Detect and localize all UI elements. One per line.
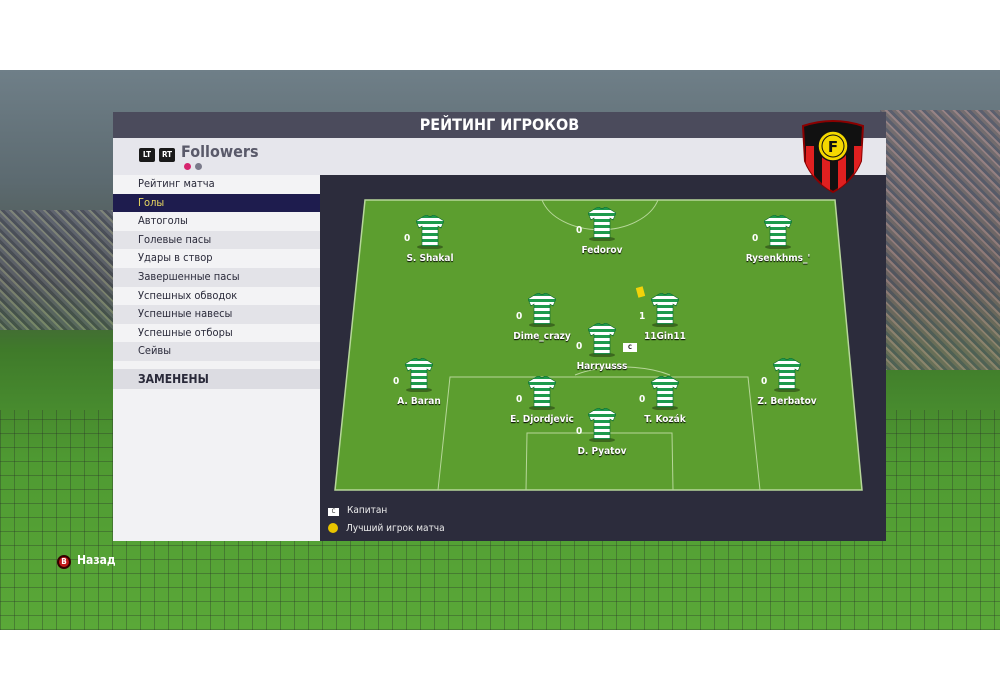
player-name: S. Shakal [406, 253, 454, 264]
player-ratings-panel: РЕЙТИНГ ИГРОКОВ LT RT Followers Рейтинг … [113, 112, 886, 541]
jersey-icon [587, 407, 617, 445]
stat-category-list: Рейтинг матча Голы Автоголы Голевые пасы Уда… [113, 175, 320, 541]
player-goals: 0 [639, 394, 646, 405]
player-goals: 0 [516, 394, 523, 405]
player-name: Z. Berbatov [757, 396, 817, 407]
player-name: Dime_crazy [513, 331, 571, 342]
jersey-icon [527, 375, 557, 413]
legend-motm: Лучший игрок матча [328, 523, 445, 534]
stat-category-item[interactable]: Завершенные пасы [113, 267, 320, 287]
team-header: LT RT Followers [113, 138, 886, 175]
player-name: A. Baran [397, 396, 441, 407]
player-name: Harryusss [576, 361, 628, 372]
panel-title: РЕЙТИНГ ИГРОКОВ [113, 112, 886, 138]
legend-captain: C Капитан [328, 505, 387, 516]
player-name: Rysenkhms_' [745, 253, 811, 264]
jersey-icon [587, 206, 617, 244]
captain-badge-icon: C [623, 343, 637, 352]
player-name: D. Pyatov [577, 446, 627, 457]
player-goals: 0 [576, 426, 583, 437]
player-goals: 0 [404, 233, 411, 244]
page-dot [195, 163, 202, 170]
captain-icon: C [328, 508, 339, 516]
jersey-icon [415, 214, 445, 252]
jersey-icon [763, 214, 793, 252]
player-goals: 0 [576, 341, 583, 352]
player-goals: 0 [393, 376, 400, 387]
jersey-icon [650, 375, 680, 413]
jersey-icon [772, 357, 802, 395]
stat-category-item[interactable]: Автоголы [113, 212, 320, 231]
rt-button[interactable]: RT [159, 148, 175, 162]
legend-captain-label: Капитан [347, 505, 388, 516]
stat-category-item[interactable]: Успешных обводок [113, 286, 320, 306]
player-name: E. Djordjevic [510, 414, 574, 425]
player-goals: 0 [516, 311, 523, 322]
crowd-right [880, 110, 1000, 370]
player-name: Fedorov [581, 245, 623, 256]
player-goals: 1 [639, 311, 646, 322]
team-name: Followers [181, 142, 259, 161]
jersey-icon [527, 292, 557, 330]
player-goals: 0 [576, 225, 583, 236]
jersey-icon [404, 357, 434, 395]
stat-category-item[interactable]: Сейвы [113, 342, 320, 361]
svg-text:F: F [828, 138, 838, 156]
stat-category-item[interactable]: Успешные навесы [113, 305, 320, 324]
lt-button[interactable]: LT [139, 148, 155, 162]
b-button-icon: B [57, 555, 71, 569]
legend-motm-label: Лучший игрок матча [346, 523, 445, 534]
stat-category-item[interactable]: Голы [113, 193, 320, 213]
stat-category-item[interactable]: Удары в створ [113, 249, 320, 268]
back-button[interactable]: B Назад [57, 553, 116, 569]
stat-category-item[interactable]: Рейтинг матча [113, 175, 320, 194]
jersey-icon [650, 292, 680, 330]
player-goals: 0 [752, 233, 759, 244]
pitch-area: 0 S. Shakal 0 Fedorov 0 Rysenkhms_' 0 Dime_craz… [320, 175, 886, 541]
stat-category-item[interactable]: Успешные отборы [113, 323, 320, 343]
player-name: 11Gin11 [644, 331, 686, 342]
man-of-match-icon [328, 523, 338, 533]
stat-category-item[interactable]: Голевые пасы [113, 230, 320, 250]
substituted-header[interactable]: ЗАМЕНЕНЫ [113, 368, 320, 389]
player-goals: 0 [761, 376, 768, 387]
crowd-left [0, 210, 113, 330]
page-dot-active [184, 163, 191, 170]
jersey-icon [587, 322, 617, 360]
back-label: Назад [77, 553, 116, 567]
team-crest: F [801, 120, 865, 194]
player-name: T. Kozák [644, 414, 686, 425]
